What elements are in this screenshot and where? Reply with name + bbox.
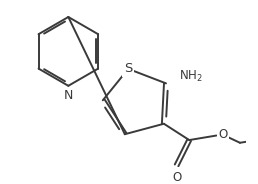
Text: S: S (124, 62, 132, 75)
Text: NH$_2$: NH$_2$ (179, 69, 203, 84)
Text: N: N (64, 89, 73, 102)
Text: O: O (172, 171, 181, 184)
Text: O: O (218, 128, 228, 141)
